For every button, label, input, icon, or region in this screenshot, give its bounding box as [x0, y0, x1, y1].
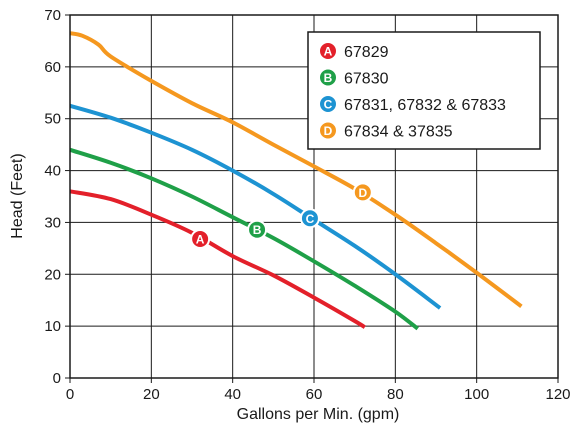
- badge-circle: [318, 41, 338, 61]
- y-tick-label: 0: [53, 370, 61, 387]
- curve-d: [69, 31, 523, 309]
- curve-badge-b: B: [247, 219, 268, 240]
- badge-circle: [352, 182, 373, 203]
- x-tick-label: 120: [545, 386, 570, 403]
- curve-a: [69, 189, 366, 329]
- badge-letter: B: [253, 223, 262, 237]
- y-tick-label: 50: [44, 111, 61, 128]
- x-tick-label: 80: [387, 386, 404, 403]
- curve-badge-c: C: [299, 208, 320, 229]
- curve-badges: A B C D: [190, 182, 373, 250]
- legend-badge-b: B: [318, 67, 338, 88]
- badge-letter: D: [358, 186, 367, 200]
- legend-item-a: A 67829: [318, 41, 389, 61]
- x-axis-label: Gallons per Min. (gpm): [237, 406, 400, 423]
- y-tick-label: 60: [44, 59, 61, 76]
- y-tick-label: 20: [44, 266, 61, 283]
- x-tick-label: 40: [224, 386, 241, 403]
- y-tick-label: 40: [44, 163, 61, 180]
- badge-letter: A: [324, 45, 333, 59]
- badge-letter: D: [324, 124, 333, 138]
- legend-item-d: D 67834 & 37835: [318, 120, 453, 141]
- legend-badge-a: A: [318, 41, 338, 61]
- legend-box: [307, 31, 541, 150]
- badge-circle: [318, 94, 338, 114]
- y-tick-label: 70: [44, 7, 61, 24]
- badge-circle: [299, 208, 320, 229]
- legend-label-a: 67829: [344, 44, 389, 61]
- y-axis-label: Head (Feet): [9, 153, 26, 238]
- badge-circle: [318, 67, 338, 88]
- y-tick-label: 30: [44, 214, 61, 231]
- badge-circle: [318, 120, 338, 141]
- curve-c: [69, 103, 442, 310]
- legend-label-d: 67834 & 37835: [344, 124, 453, 141]
- x-tick-label: 0: [66, 386, 74, 403]
- axes: 0 20 40 60 80 100 120 0 10 20 30 40 50 60 70: [44, 7, 570, 403]
- legend-item-b: B 67830: [318, 67, 389, 88]
- badge-letter: B: [324, 71, 333, 85]
- x-tick-label: 100: [464, 386, 489, 403]
- legend: A 67829 B 67830 C 67831, 67832 & 67833 D 67834 …: [307, 31, 541, 150]
- legend-badge-c: C: [318, 94, 338, 114]
- badge-letter: C: [306, 212, 315, 226]
- badge-circle: [190, 229, 211, 250]
- x-tick-label: 20: [143, 386, 160, 403]
- badge-letter: A: [196, 233, 205, 247]
- curve-badge-d: D: [352, 182, 373, 203]
- legend-label-b: 67830: [344, 71, 389, 88]
- legend-badge-d: D: [318, 120, 338, 141]
- curve-badge-a: A: [190, 229, 211, 250]
- legend-label-c: 67831, 67832 & 67833: [344, 97, 506, 114]
- badge-letter: C: [324, 98, 333, 112]
- legend-item-c: C 67831, 67832 & 67833: [318, 94, 506, 114]
- y-tick-label: 10: [44, 318, 61, 335]
- x-tick-label: 60: [306, 386, 323, 403]
- badge-circle: [247, 219, 268, 240]
